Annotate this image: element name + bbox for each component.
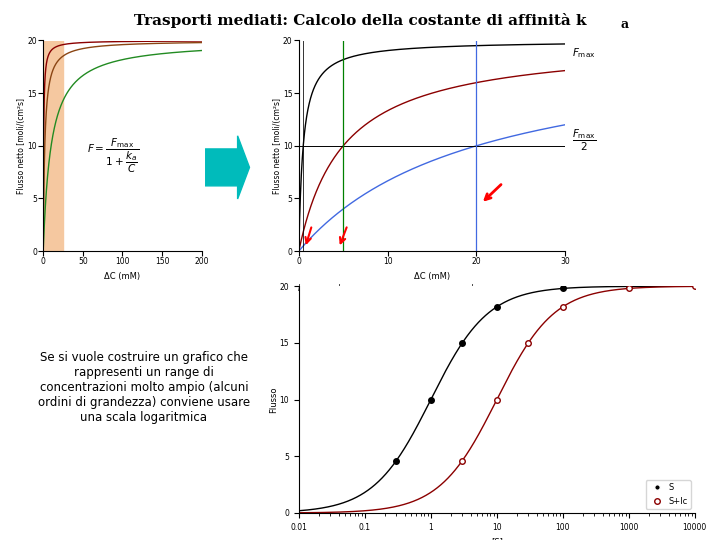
Text: Trasporti mediati: Calcolo della costante di affinità k: Trasporti mediati: Calcolo della costant… — [134, 14, 586, 29]
Text: $F = \dfrac{F_{\mathrm{max}}}{1 + \dfrac{k_a}{C}}$: $F = \dfrac{F_{\mathrm{max}}}{1 + \dfrac… — [87, 137, 139, 176]
FancyArrow shape — [205, 136, 249, 199]
X-axis label: [S]: [S] — [491, 537, 503, 540]
Y-axis label: Flusso netto [moli/(cm²s]: Flusso netto [moli/(cm²s] — [273, 98, 282, 194]
Y-axis label: Flusso netto [moli/(cm²s]: Flusso netto [moli/(cm²s] — [17, 98, 26, 194]
Bar — [39, 19, 63, 261]
Text: a: a — [621, 18, 629, 31]
X-axis label: ΔC (mM): ΔC (mM) — [104, 272, 140, 281]
Text: $k_{a3}$: $k_{a3}$ — [470, 282, 482, 295]
Text: $k_{a1}$: $k_{a1}$ — [297, 282, 310, 295]
X-axis label: ΔC (mM): ΔC (mM) — [414, 272, 450, 281]
Text: Se si vuole costruire un grafico che
rappresenti un range di
concentrazioni molt: Se si vuole costruire un grafico che rap… — [38, 350, 250, 424]
Text: $k_{a2}$: $k_{a2}$ — [337, 282, 349, 295]
Text: $F_{\mathrm{max}}$: $F_{\mathrm{max}}$ — [572, 46, 596, 59]
Legend: S, S+Ic: S, S+Ic — [646, 480, 690, 509]
Y-axis label: Flusso: Flusso — [269, 386, 278, 413]
Text: $\dfrac{F_{\mathrm{max}}}{2}$: $\dfrac{F_{\mathrm{max}}}{2}$ — [572, 128, 596, 153]
